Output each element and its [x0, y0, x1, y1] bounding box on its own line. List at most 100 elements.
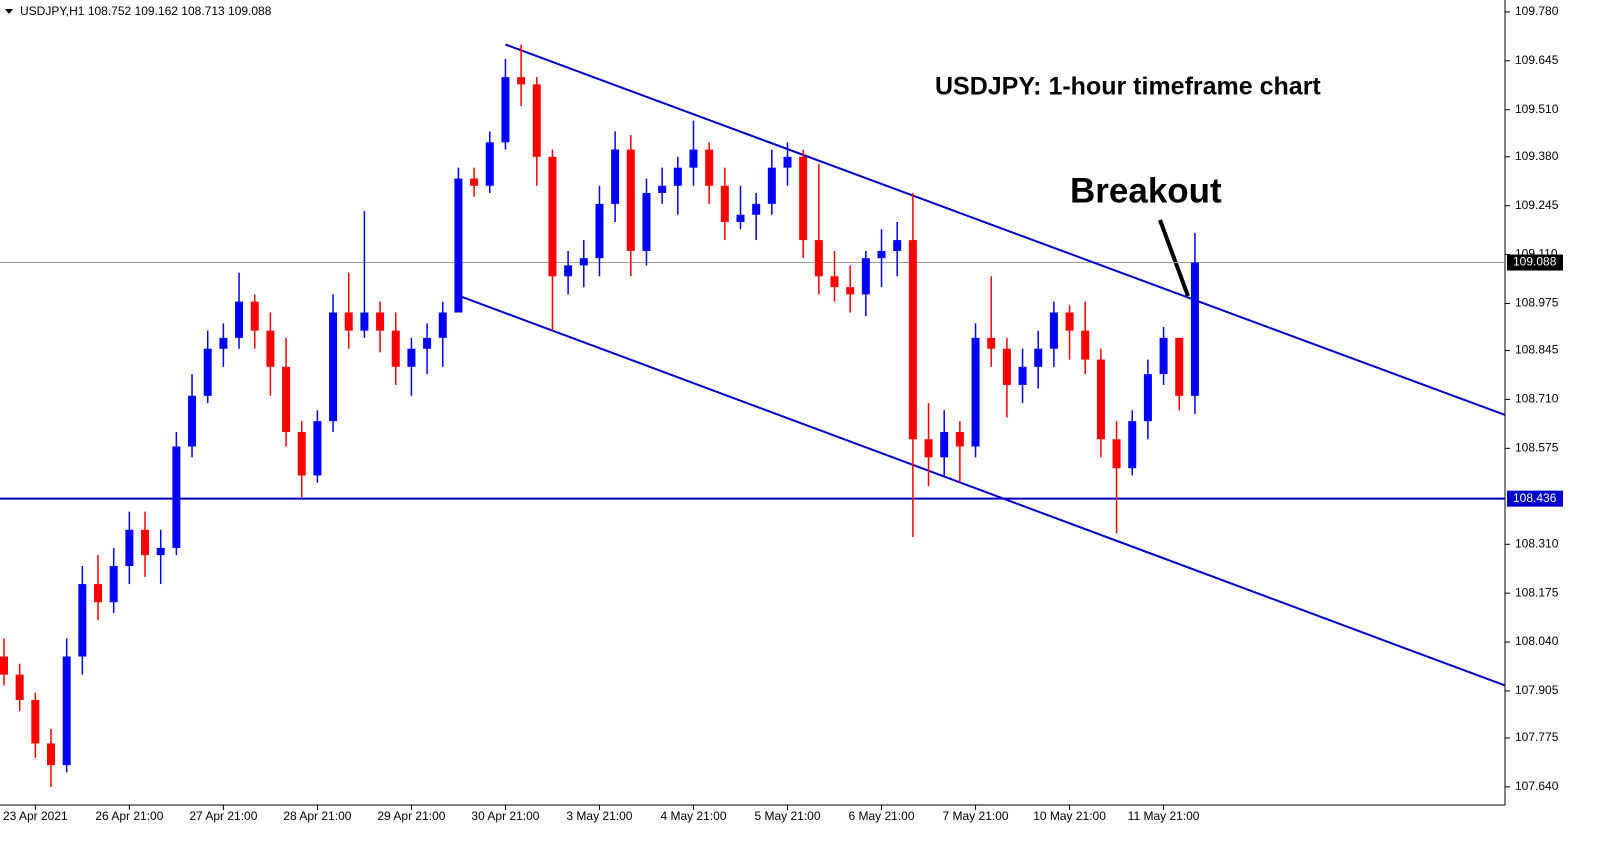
y-tick-label: 108.975: [1515, 296, 1559, 310]
x-tick-label: 29 Apr 21:00: [377, 809, 445, 823]
candle-body: [501, 77, 510, 143]
annotation-arrow: [1158, 219, 1190, 297]
candle-body: [423, 337, 432, 349]
candle-body: [235, 301, 244, 338]
candle-body: [689, 149, 698, 168]
candle-body: [830, 276, 839, 288]
y-tick-label: 107.775: [1515, 730, 1559, 744]
candle-body: [313, 421, 322, 476]
candle-body: [1002, 348, 1011, 385]
candle-body: [188, 395, 197, 447]
candle-body: [877, 250, 886, 259]
candle-body: [658, 185, 667, 194]
channel-line: [454, 293, 1506, 687]
x-tick-label: 3 May 21:00: [566, 809, 632, 823]
candle-body: [266, 330, 275, 367]
header-open: 108.752: [88, 4, 132, 18]
candle-body: [908, 240, 917, 440]
candle-body: [861, 258, 870, 295]
candle-body: [1065, 312, 1074, 331]
level-label: 108.436: [1513, 491, 1557, 505]
y-tick-label: 108.575: [1515, 440, 1559, 454]
header-low: 108.713: [181, 4, 225, 18]
x-tick-label: 30 Apr 21:00: [471, 809, 539, 823]
candle-body: [767, 167, 776, 204]
candle-body: [376, 312, 385, 331]
candle-body: [438, 312, 447, 338]
level-box: [1507, 490, 1563, 507]
candle-body: [1112, 439, 1121, 469]
candle-body: [1096, 359, 1105, 440]
candle-body: [141, 529, 150, 556]
y-tick-label: 109.645: [1515, 53, 1559, 67]
y-tick-label: 108.040: [1515, 634, 1559, 648]
candle-body: [172, 446, 181, 548]
candle-body: [924, 439, 933, 458]
candle-body: [579, 258, 588, 266]
candle-body: [78, 584, 87, 657]
candle-body: [846, 287, 855, 295]
candle-body: [720, 185, 729, 222]
candle-body: [156, 547, 165, 556]
candle-body: [109, 565, 118, 603]
candle-body: [1143, 374, 1152, 422]
last-price-box: [1507, 254, 1563, 271]
candle-body: [485, 142, 494, 186]
chart-title: USDJPY: 1-hour timeframe chart: [935, 73, 1321, 101]
x-tick-label: 26 Apr 21:00: [95, 809, 163, 823]
candle-body: [626, 149, 635, 251]
candle-body: [987, 337, 996, 349]
candle-body: [62, 656, 71, 766]
menu-triangle: [5, 9, 13, 14]
candle-body: [893, 240, 902, 251]
candle-body: [329, 312, 338, 422]
candle-body: [94, 584, 103, 603]
header-close: 109.088: [228, 4, 272, 18]
candle-body: [1049, 312, 1058, 349]
candle-body: [391, 330, 400, 367]
candle-body: [203, 348, 212, 396]
candle-body: [31, 699, 40, 744]
candle-body: [814, 240, 823, 277]
header-high: 109.162: [135, 4, 179, 18]
x-tick-label: 28 Apr 21:00: [283, 809, 351, 823]
candle-body: [673, 167, 682, 186]
candle-body: [1034, 348, 1043, 367]
candle-body: [940, 432, 949, 458]
candle-body: [955, 432, 964, 447]
candle-body: [752, 203, 761, 215]
candle-body: [0, 656, 8, 675]
candle-body: [360, 312, 369, 331]
candle-body: [454, 178, 463, 313]
candle-body: [47, 743, 56, 766]
y-tick-label: 108.845: [1515, 343, 1559, 357]
candle-body: [250, 301, 259, 331]
last-price-label: 109.088: [1513, 255, 1557, 269]
candle-body: [799, 156, 808, 241]
channel-line: [505, 43, 1506, 416]
candle-body: [595, 203, 604, 259]
header: USDJPY,H1 108.752 109.162 108.713 109.08…: [20, 4, 272, 18]
x-tick-label: 10 May 21:00: [1033, 809, 1106, 823]
y-tick-label: 109.245: [1515, 198, 1559, 212]
y-tick-label: 107.640: [1515, 779, 1559, 793]
x-tick-label: 27 Apr 21:00: [189, 809, 257, 823]
candle-body: [611, 149, 620, 204]
candle-body: [1159, 337, 1168, 375]
x-tick-label: 6 May 21:00: [848, 809, 914, 823]
candle-body: [407, 348, 416, 367]
x-tick-label: 5 May 21:00: [754, 809, 820, 823]
x-tick-label: 7 May 21:00: [943, 809, 1009, 823]
candle-body: [736, 214, 745, 222]
candle-body: [1081, 330, 1090, 360]
annotation: Breakout: [1070, 171, 1222, 210]
candle-body: [282, 366, 291, 433]
x-tick-label: 23 Apr 2021: [3, 809, 68, 823]
y-tick-label: 108.310: [1515, 536, 1559, 550]
candle-body: [705, 149, 714, 186]
candle-body: [470, 178, 479, 186]
candle-body: [125, 529, 134, 566]
candle-body: [564, 265, 573, 277]
candle-body: [1175, 337, 1184, 396]
